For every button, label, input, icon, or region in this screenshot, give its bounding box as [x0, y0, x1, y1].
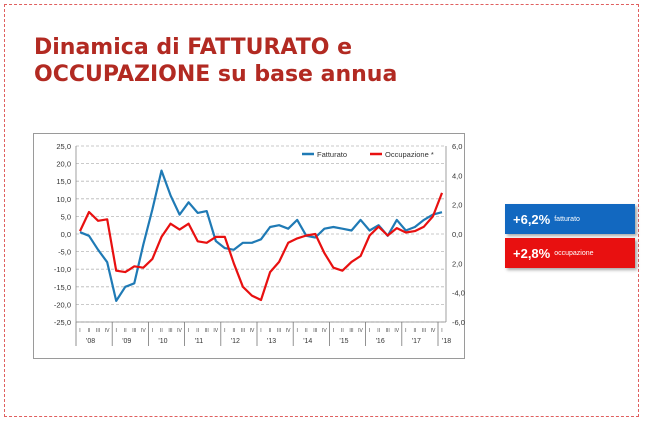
quarter-tick-label: I	[152, 328, 153, 334]
year-tick-label: '14	[303, 338, 312, 345]
quarter-tick-label: IV	[394, 328, 399, 334]
slide-title-line-2: OCCUPAZIONE su base annua	[34, 62, 398, 87]
occupazione-callout-value: +2,8%	[513, 245, 551, 261]
right-axis-tick-label: 0,0	[452, 230, 462, 239]
left-axis-tick-label: 0,0	[61, 230, 71, 239]
quarter-tick-label: III	[386, 328, 390, 334]
fatturato-callout-value: +6,2%	[513, 211, 551, 227]
year-tick-label: '10	[158, 338, 167, 345]
quarter-tick-label: I	[333, 328, 334, 334]
right-axis-tick-label: 2,0	[452, 201, 462, 210]
slide-title-line-1: Dinamica di FATTURATO e	[34, 35, 353, 60]
left-axis-tick-label: -15,0	[54, 283, 71, 292]
quarter-tick-label: IV	[358, 328, 363, 334]
quarter-tick-label: IV	[322, 328, 327, 334]
quarter-tick-label: III	[205, 328, 209, 334]
right-axis-tick-label: 2,0	[452, 259, 462, 268]
quarter-tick-label: I	[116, 328, 117, 334]
year-tick-label: '08	[86, 338, 95, 345]
quarter-tick-label: III	[313, 328, 317, 334]
left-axis-tick-label: -20,0	[54, 300, 71, 309]
quarter-tick-label: IV	[177, 328, 182, 334]
fatturato-callout-label: fatturato	[554, 215, 580, 223]
quarter-tick-label: I	[441, 328, 442, 334]
quarter-tick-label: I	[260, 328, 261, 334]
quarter-tick-label: III	[241, 328, 245, 334]
right-axis-tick-label: -6,0	[452, 318, 465, 327]
quarter-tick-label: IV	[250, 328, 255, 334]
fatturato-callout: +6,2% fatturato	[505, 204, 635, 234]
occupazione-series-line	[79, 192, 444, 302]
legend-fatturato-label: Fatturato	[317, 150, 347, 159]
chart-panel: 25,0 20,0 15,0 10,0 5,0 0,0 -5,0 -10,0 -15,0 -20,…	[33, 133, 465, 359]
right-axis-tick-label: 4,0	[452, 171, 462, 180]
left-axis-tick-label: -5,0	[58, 248, 71, 257]
occupazione-callout: +2,8% occupazione	[505, 238, 635, 268]
quarter-tick-label: II	[88, 328, 91, 334]
quarter-tick-label: III	[96, 328, 100, 334]
quarter-tick-label: IV	[431, 328, 436, 334]
quarter-tick-label: I	[79, 328, 80, 334]
left-axis-tick-label: 10,0	[56, 195, 71, 204]
slide-frame	[4, 4, 639, 417]
quarter-tick-label: I	[297, 328, 298, 334]
left-axis-tick-label: 25,0	[56, 142, 71, 151]
year-tick-label: '17	[412, 338, 421, 345]
quarter-tick-label: IV	[105, 328, 110, 334]
quarter-tick-label: II	[160, 328, 163, 334]
left-axis-tick-label: -10,0	[54, 265, 71, 274]
year-tick-label: '16	[376, 338, 385, 345]
quarter-tick-label: II	[124, 328, 127, 334]
quarter-tick-label: I	[224, 328, 225, 334]
quarter-tick-label: IV	[286, 328, 291, 334]
left-axis-tick-label: 5,0	[61, 212, 71, 221]
slide-title: Dinamica di FATTURATO e OCCUPAZIONE su b…	[34, 34, 397, 88]
left-axis-tick-label: 15,0	[56, 177, 71, 186]
occupazione-callout-label: occupazione	[554, 249, 594, 257]
year-tick-label: '11	[195, 338, 204, 345]
year-tick-label: '15	[339, 338, 348, 345]
quarter-tick-label: III	[168, 328, 172, 334]
quarter-tick-label: II	[341, 328, 344, 334]
right-axis-tick-label: -4,0	[452, 289, 465, 298]
quarter-tick-label: II	[305, 328, 308, 334]
quarter-tick-label: IV	[213, 328, 218, 334]
quarter-tick-label: II	[269, 328, 272, 334]
quarter-tick-label: IV	[141, 328, 146, 334]
year-tick-label: '09	[122, 338, 131, 345]
quarter-tick-label: II	[196, 328, 199, 334]
left-axis-tick-label: -25,0	[54, 318, 71, 327]
quarter-tick-label: I	[405, 328, 406, 334]
quarter-tick-label: III	[349, 328, 353, 334]
quarter-tick-label: I	[369, 328, 370, 334]
quarter-tick-label: II	[232, 328, 235, 334]
quarter-tick-label: III	[132, 328, 136, 334]
year-tick-label: '13	[267, 338, 276, 345]
quarter-tick-label: III	[277, 328, 281, 334]
quarter-tick-label: I	[188, 328, 189, 334]
quarter-tick-label: II	[413, 328, 416, 334]
dual-axis-line-chart: 25,0 20,0 15,0 10,0 5,0 0,0 -5,0 -10,0 -15,0 -20,…	[54, 142, 465, 346]
year-tick-label: '18	[442, 338, 451, 345]
quarter-tick-label: II	[377, 328, 380, 334]
right-axis-tick-label: 6,0	[452, 142, 462, 151]
year-tick-label: '12	[231, 338, 240, 345]
left-axis-tick-label: 20,0	[56, 160, 71, 169]
quarter-tick-label: III	[422, 328, 426, 334]
legend-occupazione-label: Occupazione *	[385, 150, 434, 159]
